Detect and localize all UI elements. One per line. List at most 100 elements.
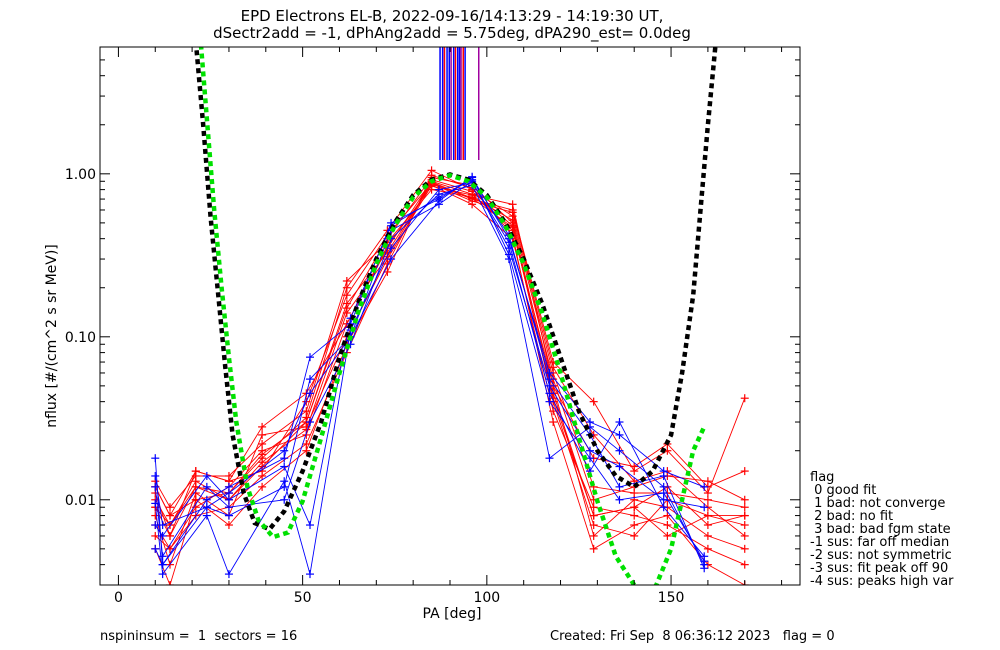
blue-series-3-point <box>545 454 554 463</box>
blue-series-3-point <box>280 495 289 504</box>
red-series-10-point <box>191 467 200 476</box>
blue-series-2-point <box>615 462 624 471</box>
blue-series-6-point <box>700 557 709 566</box>
red-series-1 <box>154 169 745 517</box>
red-series-2 <box>154 177 745 526</box>
blue-series-4-point <box>224 570 233 579</box>
blue-series-4-point <box>659 503 668 512</box>
red-series-4-point <box>589 397 598 406</box>
red-series-4-point <box>740 394 749 403</box>
blue-series-6-point <box>545 397 554 406</box>
red-series-1-point <box>703 495 712 504</box>
red-series-8-point <box>258 450 267 459</box>
blue-series-6 <box>154 176 705 566</box>
x-tick-label: 0 <box>114 590 123 606</box>
blue-series-1-point <box>280 454 289 463</box>
blue-series-4-point <box>158 570 167 579</box>
blue-series-6-point <box>615 495 624 504</box>
red-series-3-point <box>589 531 598 540</box>
red-series-8-point <box>508 208 517 217</box>
blue-series-2-point <box>158 521 167 530</box>
blue-series-4-point <box>202 511 211 520</box>
red-series-11-point <box>342 308 351 317</box>
x-tick-label: 150 <box>658 590 685 606</box>
blue-series-3 <box>154 184 705 565</box>
red-series-3-point <box>703 531 712 540</box>
blue-series-1 <box>154 176 705 566</box>
blue-series-5-point <box>700 564 709 573</box>
legend-item: -1 sus: far off median <box>810 535 949 550</box>
red-series-10-point <box>166 511 174 520</box>
red-series-11-point <box>258 458 267 467</box>
blue-series-4-point <box>387 244 396 253</box>
red-series-8-point <box>549 363 558 372</box>
legend-item: -2 sus: not symmetric <box>810 548 952 563</box>
blue-series-3-point <box>202 482 211 491</box>
red-series-7-point <box>630 531 639 540</box>
blue-series-5-point <box>158 531 167 540</box>
blue-series-3-point <box>224 503 233 512</box>
blue-series-6-point <box>151 544 160 553</box>
legend-item: -3 sus: fit peak off 90 <box>810 561 948 576</box>
y-tick-label: 1.00 <box>65 167 96 183</box>
red-series-9-point <box>302 446 311 455</box>
chart-title-line1: EPD Electrons EL-B, 2022-09-16/14:13:29 … <box>241 7 664 25</box>
blue-series-2-point <box>700 503 709 512</box>
red-series-5-point <box>258 430 267 439</box>
blue-series-5-point <box>659 471 668 480</box>
blue-series-5-point <box>151 521 160 530</box>
legend-item: 2 bad: no fit <box>810 509 893 524</box>
blue-series-3-point <box>158 552 167 561</box>
red-series-6-point <box>302 407 311 416</box>
footer-right: Created: Fri Sep 8 06:36:12 2023 flag = … <box>550 629 835 644</box>
blue-series-2 <box>154 180 705 526</box>
blue-series-3-point <box>306 418 314 427</box>
x-tick-label: 50 <box>294 590 312 606</box>
red-series-6-point <box>740 495 749 504</box>
red-series-4-point <box>342 291 351 300</box>
blue-series-4-point <box>306 570 314 579</box>
blue-series-1-point <box>700 482 709 491</box>
red-series-8-point <box>342 299 351 308</box>
legend: flag 0 good fit 1 bad: not converge 2 ba… <box>810 470 954 589</box>
red-series-11-point <box>589 511 598 520</box>
blue-series-4-point <box>504 238 513 247</box>
red-series-5-point <box>703 544 712 553</box>
data-group <box>151 47 749 585</box>
red-series-9-point <box>258 482 267 491</box>
blue-series-6-point <box>158 560 167 569</box>
y-axis-label: nflux [#/(cm^2 s sr MeV)] <box>44 244 60 428</box>
blue-series-2-point <box>224 511 233 520</box>
legend-item: 0 good fit <box>810 483 876 498</box>
green-fit-curve <box>198 47 707 585</box>
blue-series-3-point <box>615 446 624 455</box>
blue-series-5-point <box>280 462 289 471</box>
red-series-8-point <box>630 477 639 486</box>
chart-title-line2: dSectr2add = -1, dPhAng2add = 5.75deg, d… <box>213 24 691 43</box>
blue-series-6-point <box>224 489 233 498</box>
blue-series-1-point <box>151 454 160 463</box>
red-series-11-point <box>166 531 174 540</box>
blue-series-3-point <box>151 482 160 491</box>
blue-series-1-point <box>202 495 211 504</box>
blue-series-5-point <box>202 471 211 480</box>
blue-series-5-point <box>224 495 233 504</box>
red-series-9-point <box>630 521 639 530</box>
blue-series-1-point <box>306 353 314 362</box>
blue-series-6-point <box>387 255 396 264</box>
red-series-1-point <box>342 283 351 292</box>
blue-series-4 <box>154 182 705 576</box>
blue-series-6-point <box>468 172 477 181</box>
red-series-11-point <box>468 194 477 203</box>
x-axis-label: PA [deg] <box>423 606 482 622</box>
blue-series-6-point <box>586 454 594 463</box>
blue-series-2-point <box>545 381 554 390</box>
red-series-11-point <box>740 511 749 520</box>
blue-series-2-point <box>306 375 314 384</box>
blue-series-6-point <box>306 389 314 398</box>
red-series-3-point <box>151 531 160 540</box>
blue-series-5-point <box>545 375 554 384</box>
blue-series-2-point <box>586 446 594 455</box>
red-series-5-point <box>663 521 672 530</box>
